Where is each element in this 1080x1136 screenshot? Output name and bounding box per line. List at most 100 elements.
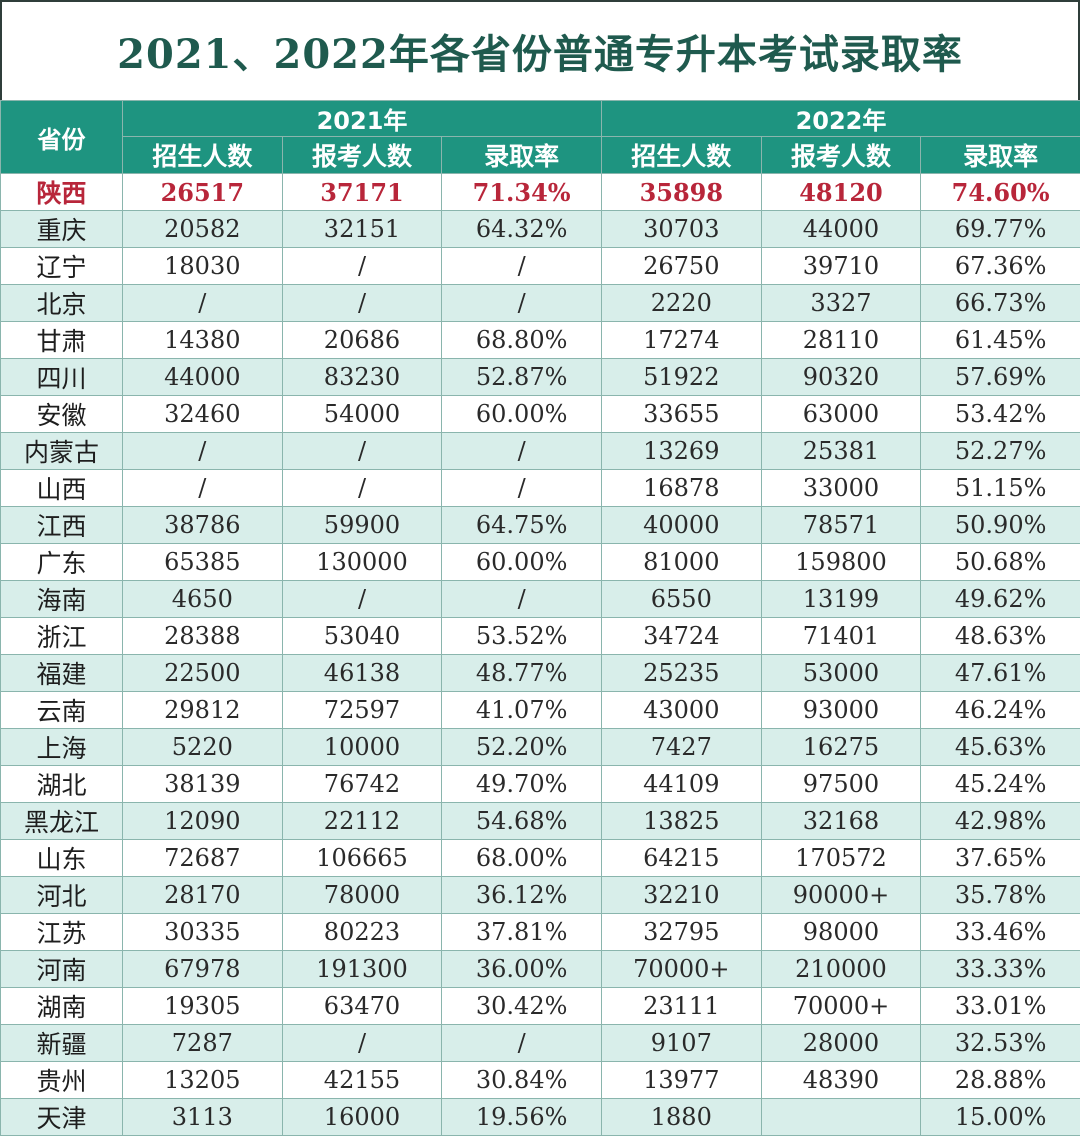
- enrollment-2022-cell: 6550: [601, 581, 761, 618]
- applicants-2021-cell: 80223: [282, 914, 442, 951]
- applicants-2022-cell: [761, 1099, 921, 1136]
- province-cell: 内蒙古: [1, 433, 123, 470]
- enrollment-2022-cell: 30703: [601, 211, 761, 248]
- enrollment-2022-cell: 16878: [601, 470, 761, 507]
- province-cell: 辽宁: [1, 248, 123, 285]
- rate-2022-cell: 42.98%: [921, 803, 1080, 840]
- applicants-2021-cell: 20686: [282, 322, 442, 359]
- enrollment-2022-cell: 40000: [601, 507, 761, 544]
- applicants-2021-cell: /: [282, 285, 442, 322]
- rate-2021-cell: 48.77%: [442, 655, 602, 692]
- applicants-2021-cell: 76742: [282, 766, 442, 803]
- applicants-2022-cell: 32168: [761, 803, 921, 840]
- enrollment-2021-cell: 26517: [123, 174, 283, 211]
- province-cell: 广东: [1, 544, 123, 581]
- admission-rate-table: 省份 2021年 2022年 招生人数 报考人数 录取率 招生人数 报考人数 录…: [0, 100, 1080, 1136]
- rate-2021-cell: /: [442, 581, 602, 618]
- province-cell: 重庆: [1, 211, 123, 248]
- province-cell: 河南: [1, 951, 123, 988]
- enrollment-2021-cell: 3113: [123, 1099, 283, 1136]
- header-province: 省份: [1, 101, 123, 174]
- province-cell: 湖北: [1, 766, 123, 803]
- province-cell: 福建: [1, 655, 123, 692]
- applicants-2021-cell: /: [282, 581, 442, 618]
- rate-2022-cell: 47.61%: [921, 655, 1080, 692]
- enrollment-2022-cell: 44109: [601, 766, 761, 803]
- province-cell: 黑龙江: [1, 803, 123, 840]
- applicants-2022-cell: 70000+: [761, 988, 921, 1025]
- province-cell: 四川: [1, 359, 123, 396]
- applicants-2021-cell: 32151: [282, 211, 442, 248]
- applicants-2022-cell: 28000: [761, 1025, 921, 1062]
- enrollment-2021-cell: 14380: [123, 322, 283, 359]
- rate-2021-cell: 52.20%: [442, 729, 602, 766]
- header-2021-rate: 录取率: [442, 137, 602, 174]
- rate-2021-cell: 53.52%: [442, 618, 602, 655]
- province-cell: 江苏: [1, 914, 123, 951]
- enrollment-2022-cell: 1880: [601, 1099, 761, 1136]
- enrollment-2021-cell: 38786: [123, 507, 283, 544]
- applicants-2021-cell: /: [282, 248, 442, 285]
- province-cell: 陕西: [1, 174, 123, 211]
- rate-2021-cell: 36.12%: [442, 877, 602, 914]
- province-cell: 贵州: [1, 1062, 123, 1099]
- rate-2022-cell: 15.00%: [921, 1099, 1080, 1136]
- enrollment-2022-cell: 13269: [601, 433, 761, 470]
- province-cell: 安徽: [1, 396, 123, 433]
- enrollment-2022-cell: 34724: [601, 618, 761, 655]
- applicants-2022-cell: 78571: [761, 507, 921, 544]
- rate-2022-cell: 48.63%: [921, 618, 1080, 655]
- applicants-2021-cell: 78000: [282, 877, 442, 914]
- enrollment-2022-cell: 35898: [601, 174, 761, 211]
- applicants-2021-cell: 72597: [282, 692, 442, 729]
- enrollment-2022-cell: 13825: [601, 803, 761, 840]
- enrollment-2022-cell: 2220: [601, 285, 761, 322]
- enrollment-2021-cell: 29812: [123, 692, 283, 729]
- province-cell: 北京: [1, 285, 123, 322]
- header-row-years: 省份 2021年 2022年: [1, 101, 1080, 137]
- rate-2021-cell: 64.32%: [442, 211, 602, 248]
- applicants-2022-cell: 159800: [761, 544, 921, 581]
- header-year-2021: 2021年: [123, 101, 602, 137]
- rate-2021-cell: 60.00%: [442, 544, 602, 581]
- rate-2022-cell: 45.63%: [921, 729, 1080, 766]
- enrollment-2021-cell: 4650: [123, 581, 283, 618]
- applicants-2021-cell: 191300: [282, 951, 442, 988]
- applicants-2022-cell: 16275: [761, 729, 921, 766]
- applicants-2021-cell: 83230: [282, 359, 442, 396]
- enrollment-2021-cell: 32460: [123, 396, 283, 433]
- header-2022-rate: 录取率: [921, 137, 1080, 174]
- province-cell: 河北: [1, 877, 123, 914]
- applicants-2022-cell: 48120: [761, 174, 921, 211]
- applicants-2021-cell: /: [282, 470, 442, 507]
- enrollment-2022-cell: 26750: [601, 248, 761, 285]
- enrollment-2022-cell: 25235: [601, 655, 761, 692]
- applicants-2021-cell: /: [282, 1025, 442, 1062]
- page-title: 2021、2022年各省份普通专升本考试录取率: [117, 22, 963, 80]
- enrollment-2021-cell: 44000: [123, 359, 283, 396]
- rate-2021-cell: 68.80%: [442, 322, 602, 359]
- applicants-2022-cell: 33000: [761, 470, 921, 507]
- enrollment-2022-cell: 33655: [601, 396, 761, 433]
- rate-2022-cell: 33.01%: [921, 988, 1080, 1025]
- applicants-2022-cell: 53000: [761, 655, 921, 692]
- enrollment-2022-cell: 7427: [601, 729, 761, 766]
- header-2021-applicants: 报考人数: [282, 137, 442, 174]
- province-cell: 浙江: [1, 618, 123, 655]
- applicants-2022-cell: 98000: [761, 914, 921, 951]
- enrollment-2021-cell: 5220: [123, 729, 283, 766]
- rate-2022-cell: 49.62%: [921, 581, 1080, 618]
